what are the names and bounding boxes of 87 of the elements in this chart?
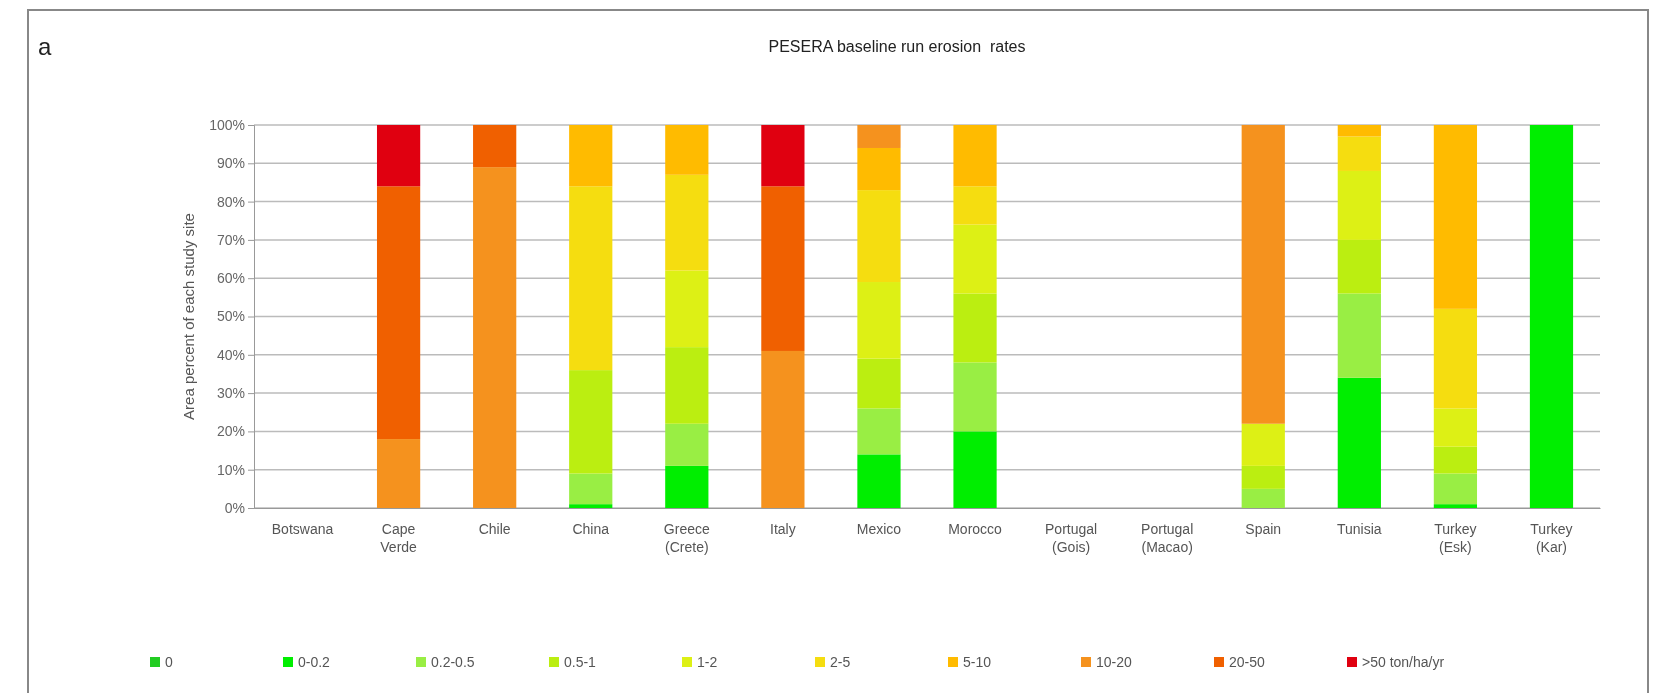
- bar: [665, 347, 709, 424]
- bar: [1241, 488, 1285, 508]
- bar: [1433, 308, 1478, 409]
- bar: [1337, 377, 1381, 508]
- legend-label: 0: [165, 654, 173, 670]
- bar: [761, 350, 805, 508]
- bar: [953, 431, 997, 508]
- y-tick-label: 70%: [216, 231, 245, 248]
- bar: [1337, 125, 1381, 137]
- bar: [1433, 446, 1478, 474]
- legend-label: 0-0.2: [298, 654, 331, 670]
- y-tick-label: 50%: [216, 308, 245, 325]
- y-tick-label: 20%: [216, 423, 245, 440]
- bar: [1241, 423, 1285, 466]
- bar: [1337, 293, 1381, 378]
- y-tick-label: 80%: [216, 193, 245, 210]
- bar: [1337, 170, 1381, 240]
- bar: [761, 125, 805, 187]
- x-tick-label: Spain: [1245, 521, 1282, 537]
- y-tick-label: 100%: [209, 116, 245, 133]
- y-tick-label: 60%: [216, 270, 245, 287]
- bar: [665, 125, 709, 175]
- legend-label: 0.2-0.5: [431, 654, 475, 670]
- y-tick-label: 10%: [216, 461, 245, 478]
- x-tick-label: Portugal (Gois): [1045, 521, 1098, 555]
- bar: [665, 174, 709, 271]
- bar: [1433, 504, 1478, 508]
- bar: [953, 362, 997, 432]
- bar: [953, 186, 997, 225]
- bar: [569, 473, 613, 505]
- legend-label: 5-10: [963, 654, 992, 670]
- bar: [569, 125, 613, 187]
- bar: [473, 167, 517, 508]
- x-tick-label: Mexico: [856, 521, 902, 537]
- x-tick-label: Greece (Crete): [663, 521, 710, 555]
- legend-label: 2-5: [830, 654, 851, 670]
- bar: [1433, 473, 1478, 505]
- x-tick-label: Portugal (Macao): [1141, 521, 1194, 555]
- bar: [1241, 465, 1285, 489]
- legend-label: >50 ton/ha/yr: [1362, 654, 1445, 670]
- x-tick-label: Italy: [770, 521, 796, 537]
- bar: [857, 408, 901, 455]
- y-tick-label: 40%: [216, 346, 245, 363]
- bar: [665, 270, 709, 348]
- x-tick-label: Turkey (Esk): [1434, 521, 1477, 555]
- legend-label: 20-50: [1229, 654, 1266, 670]
- bar: [665, 465, 709, 508]
- bar: [1433, 408, 1478, 447]
- y-axis-title: Area percent of each study site: [180, 213, 197, 420]
- bar: [376, 439, 421, 508]
- bar: [857, 282, 901, 359]
- y-tick-label: 30%: [216, 385, 245, 402]
- chart-title: PESERA baseline run erosion rates: [768, 38, 1026, 55]
- x-tick-label: Botswana: [271, 521, 334, 537]
- bar: [1337, 136, 1381, 171]
- bar: [569, 186, 613, 371]
- text: a: [38, 33, 52, 60]
- bar: [761, 186, 805, 351]
- bar: [1529, 125, 1574, 508]
- bar: [857, 454, 901, 508]
- x-tick-label: China: [572, 521, 610, 537]
- x-tick-label: Tunisia: [1337, 521, 1382, 537]
- legend-label: 0.5-1: [564, 654, 597, 670]
- x-tick-label: Morocco: [948, 521, 1003, 537]
- bar: [569, 370, 613, 474]
- bar: [857, 190, 901, 283]
- x-tick-label: Chile: [478, 521, 511, 537]
- y-tick-label: 0%: [224, 499, 245, 516]
- bar: [857, 358, 901, 409]
- bar: [473, 125, 517, 168]
- y-tick-label: 90%: [216, 155, 245, 172]
- bar: [953, 224, 997, 294]
- bar: [376, 186, 421, 440]
- bar: [1337, 239, 1381, 294]
- bar: [1433, 125, 1478, 309]
- legend-label: 1-2: [697, 654, 718, 670]
- bar: [569, 504, 613, 508]
- bar: [1241, 125, 1285, 424]
- bar: [953, 125, 997, 187]
- bar: [857, 147, 901, 191]
- bar: [857, 125, 901, 148]
- legend-label: 10-20: [1096, 654, 1133, 670]
- bar: [665, 423, 709, 466]
- x-tick-label: Cape Verde: [380, 521, 418, 555]
- x-tick-label: Turkey (Kar): [1530, 521, 1573, 555]
- bar: [376, 125, 421, 187]
- bar: [953, 293, 997, 363]
